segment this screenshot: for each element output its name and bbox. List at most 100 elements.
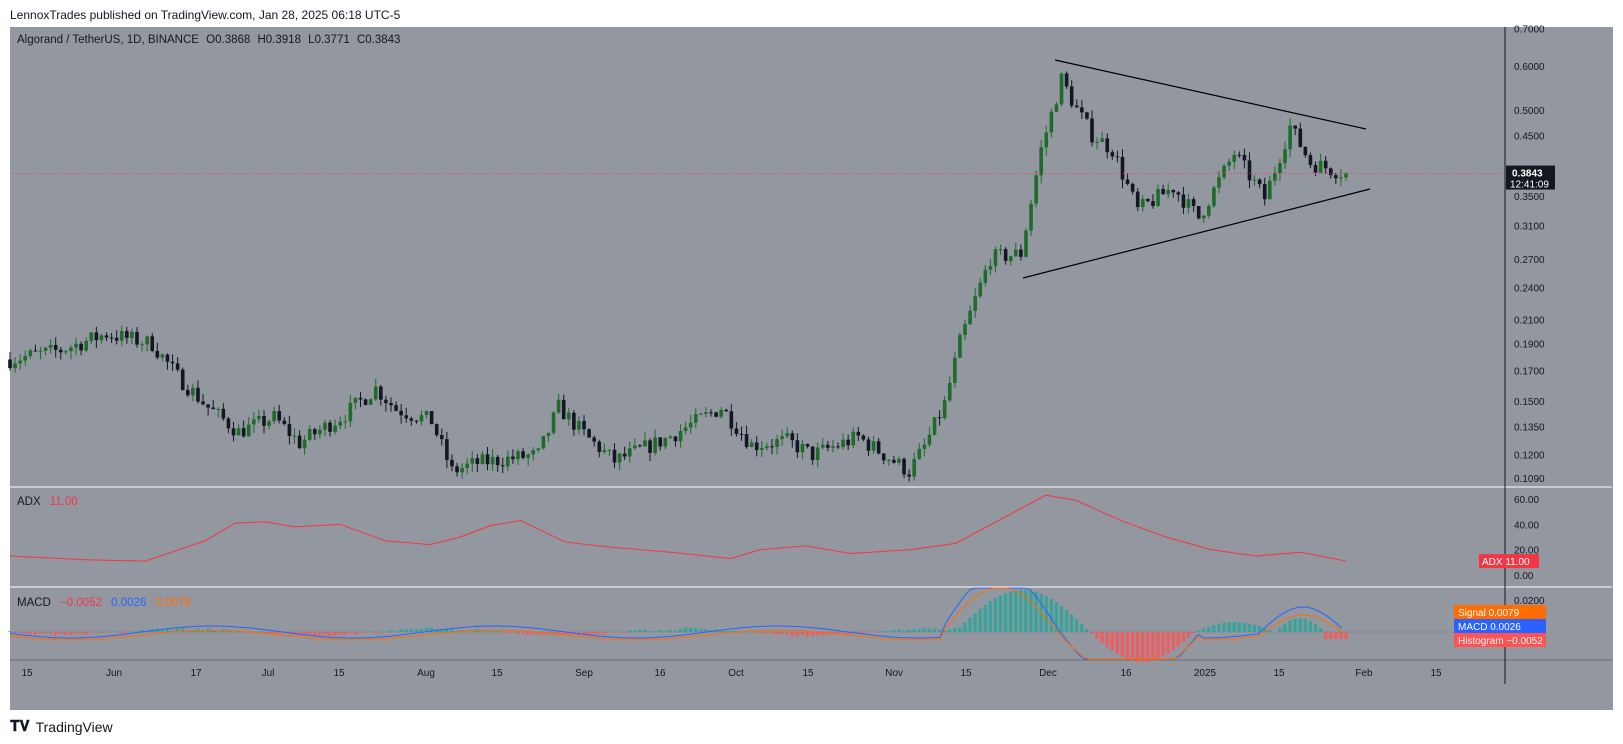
macd-histogram-bar (165, 628, 170, 632)
candle-down (165, 354, 170, 362)
adx-label: ADX (17, 496, 41, 508)
candle-down (1074, 105, 1079, 108)
macd-histogram-bar (414, 629, 418, 632)
candle-up (160, 354, 165, 358)
macd-histogram-bar (612, 632, 617, 633)
candle-down (450, 459, 454, 467)
macd-histogram-bar (993, 598, 998, 632)
candle-down (1298, 128, 1303, 147)
macd-histogram-bar (1115, 632, 1120, 654)
chart-frame[interactable] (10, 27, 1613, 710)
adx-tick-label: 0.00 (1514, 571, 1534, 582)
candle-up (566, 412, 571, 420)
candle-up (302, 439, 307, 449)
macd-histogram-bar (602, 632, 606, 635)
macd-histogram-bar (1034, 592, 1038, 632)
candle-down (1019, 249, 1023, 257)
macd-histogram-bar (561, 632, 566, 635)
macd-histogram-bar (64, 632, 68, 636)
candle-up (18, 360, 22, 364)
macd-histogram-bar (846, 632, 850, 635)
macd-histogram-bar (424, 627, 429, 632)
macd-histogram-bar (673, 630, 678, 632)
candle-down (876, 441, 881, 454)
candle-up (140, 344, 144, 346)
price-tick-label: 0.3100 (1514, 221, 1545, 232)
candle-down (282, 420, 287, 424)
macd-histogram-bar (1074, 619, 1079, 632)
candle-up (516, 451, 520, 460)
candle-down (1120, 156, 1125, 180)
candle-down (1069, 86, 1074, 106)
candle-down (445, 439, 449, 460)
symbol-name[interactable]: Algorand / TetherUS, 1D, BINANCE (17, 34, 199, 46)
tradingview-branding[interactable]: 𝐓𝐕 TradingView (10, 718, 113, 735)
macd-histogram-bar (1014, 590, 1018, 632)
candle-up (89, 332, 94, 341)
macd-histogram-bar (1247, 623, 1252, 632)
macd-histogram-bar (1288, 620, 1292, 632)
candle-up (1059, 73, 1064, 105)
macd-histogram-bar (627, 630, 632, 632)
adx-value: 11.00 (49, 496, 78, 508)
candle-up (84, 340, 88, 351)
candle-up (43, 347, 48, 351)
macd-histogram-bar (277, 632, 281, 635)
candle-down (1146, 199, 1150, 202)
candle-up (348, 402, 353, 422)
time-tick-label: 17 (190, 668, 202, 679)
macd-histogram-bar (38, 632, 43, 634)
macd-legend[interactable]: MACD −0.0052 0.0026 0.0079 (17, 597, 191, 609)
macd-histogram-bar (23, 632, 27, 634)
candle-down (104, 335, 109, 338)
candle-down (439, 435, 444, 440)
candle-up (1054, 104, 1059, 112)
candle-up (1141, 199, 1145, 208)
candle-down (135, 331, 139, 345)
macd-histogram-bar (13, 632, 17, 633)
adx-tag-text: ADX 11.00 (1482, 557, 1530, 568)
candle-down (724, 409, 729, 412)
candle-up (1283, 149, 1287, 164)
price-tick-label: 0.2100 (1514, 316, 1545, 327)
macd-histogram-bar (551, 632, 556, 634)
candle-down (409, 418, 414, 421)
macd-histogram-bar (1328, 632, 1333, 639)
macd-histogram-bar (541, 632, 545, 636)
candle-down (1125, 179, 1130, 184)
candle-up (785, 433, 790, 437)
macd-histogram-bar (135, 631, 139, 632)
candle-up (968, 310, 972, 325)
candle-down (612, 449, 617, 463)
candle-up (338, 421, 342, 426)
candle-down (262, 416, 266, 426)
candle-up (506, 456, 510, 467)
macd-signal-value: 0.0079 (155, 597, 191, 609)
candle-down (399, 410, 403, 416)
macd-histogram-bar (688, 627, 693, 632)
price-tick-label: 0.6000 (1514, 62, 1545, 73)
macd-histogram-bar (1059, 606, 1064, 632)
candle-down (673, 436, 678, 442)
candle-up (13, 363, 17, 369)
candle-up (683, 427, 688, 432)
candle-up (257, 416, 261, 420)
macd-histogram-bar (338, 632, 342, 635)
macd-histogram-bar (658, 629, 662, 632)
macd-histogram-bar (445, 628, 449, 632)
candle-up (688, 422, 693, 428)
candle-up (947, 382, 952, 401)
candle-down (201, 401, 205, 405)
candle-down (805, 443, 810, 447)
candle-up (602, 449, 607, 453)
macd-histogram-bar (790, 632, 794, 636)
candle-up (1268, 180, 1272, 200)
price-tick-label: 0.1350 (1514, 422, 1545, 433)
time-tick-label: Sep (575, 668, 593, 679)
macd-histogram-bar (937, 629, 942, 632)
candle-down (714, 412, 718, 417)
adx-legend[interactable]: ADX 11.00 (17, 496, 78, 508)
candle-up (267, 421, 271, 426)
candle-up (1034, 175, 1038, 204)
